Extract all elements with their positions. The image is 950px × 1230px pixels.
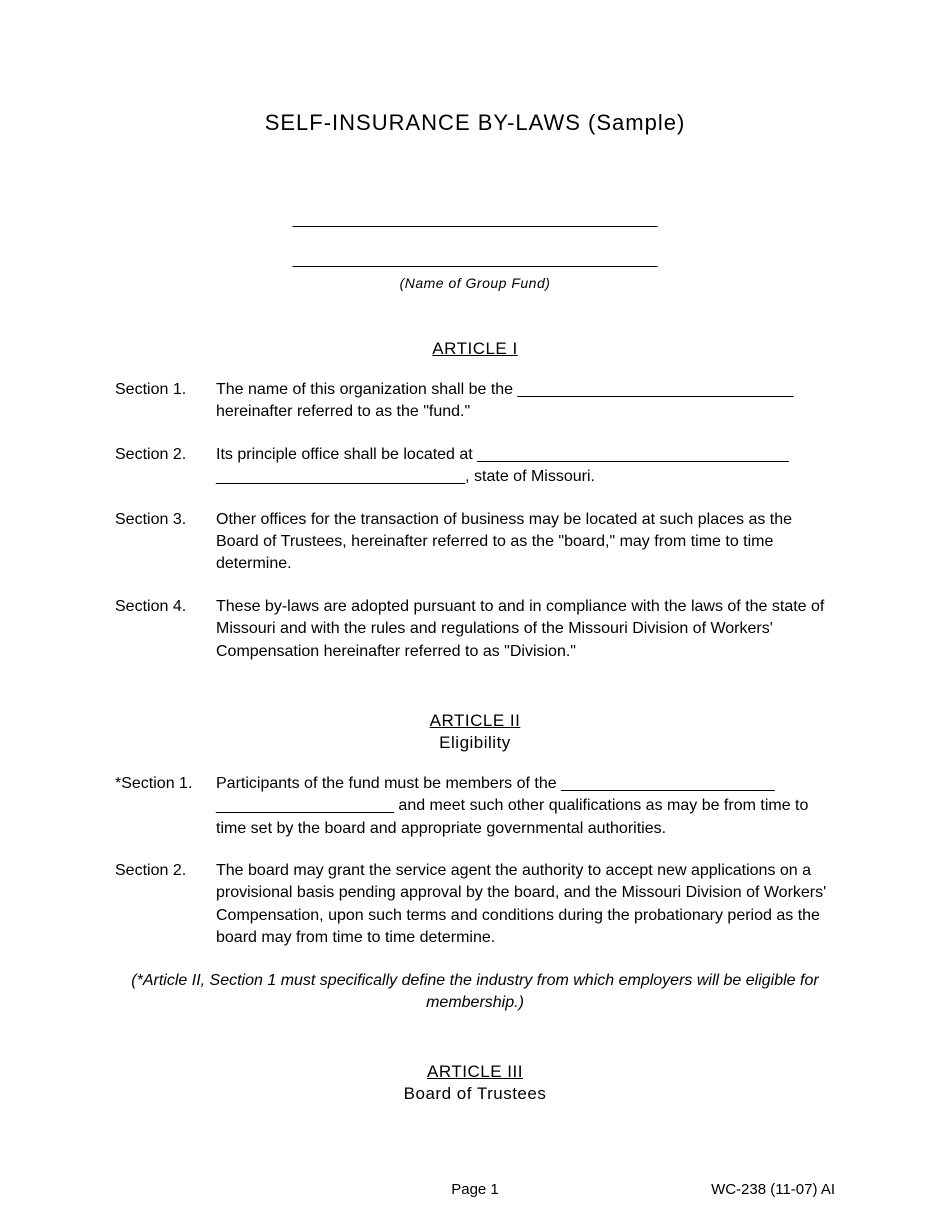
blank-line-group: ________________________________________… xyxy=(115,211,835,269)
footer-page-number: Page 1 xyxy=(451,1181,499,1198)
section-content: These by-laws are adopted pursuant to an… xyxy=(216,596,835,663)
section-content: The board may grant the service agent th… xyxy=(216,860,835,950)
name-of-group-fund-label: (Name of Group Fund) xyxy=(115,275,835,291)
section-content: Other offices for the transaction of bus… xyxy=(216,509,835,576)
section-row: Section 4. These by-laws are adopted pur… xyxy=(115,596,835,663)
article-2-note: (*Article II, Section 1 must specificall… xyxy=(115,970,835,1015)
article-3-subtitle: Board of Trustees xyxy=(115,1084,835,1104)
section-content: The name of this organization shall be t… xyxy=(216,379,835,424)
section-label: Section 3. xyxy=(115,509,216,576)
section-content: Participants of the fund must be members… xyxy=(216,773,835,840)
section-row: *Section 1. Participants of the fund mus… xyxy=(115,773,835,840)
article-2: ARTICLE II Eligibility *Section 1. Parti… xyxy=(115,711,835,1015)
section-label: Section 2. xyxy=(115,860,216,950)
section-label: *Section 1. xyxy=(115,773,216,840)
section-row: Section 3. Other offices for the transac… xyxy=(115,509,835,576)
article-3-header: ARTICLE III xyxy=(115,1062,835,1082)
article-1: ARTICLE I Section 1. The name of this or… xyxy=(115,339,835,663)
section-content: Its principle office shall be located at… xyxy=(216,444,835,489)
article-3: ARTICLE III Board of Trustees xyxy=(115,1062,835,1104)
footer-form-id: WC-238 (11-07) AI xyxy=(711,1181,835,1198)
blank-line-1: ________________________________________… xyxy=(115,211,835,229)
section-label: Section 2. xyxy=(115,444,216,489)
article-1-header: ARTICLE I xyxy=(115,339,835,359)
section-row: Section 2. The board may grant the servi… xyxy=(115,860,835,950)
article-2-header: ARTICLE II xyxy=(115,711,835,731)
section-row: Section 1. The name of this organization… xyxy=(115,379,835,424)
section-label: Section 4. xyxy=(115,596,216,663)
document-title: SELF-INSURANCE BY-LAWS (Sample) xyxy=(115,110,835,136)
page-footer: Page 1 WC-238 (11-07) AI xyxy=(115,1181,835,1198)
article-2-subtitle: Eligibility xyxy=(115,733,835,753)
blank-line-2: ________________________________________… xyxy=(115,251,835,269)
section-row: Section 2. Its principle office shall be… xyxy=(115,444,835,489)
section-label: Section 1. xyxy=(115,379,216,424)
